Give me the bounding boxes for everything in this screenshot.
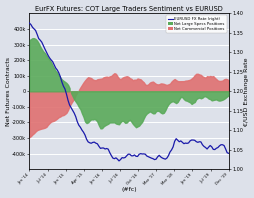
Y-axis label: €/USD Exchange Rate: €/USD Exchange Rate	[244, 57, 248, 126]
X-axis label: (#fc): (#fc)	[121, 188, 136, 192]
Title: EurFX Futures: COT Large Traders Sentiment vs EURUSD: EurFX Futures: COT Large Traders Sentime…	[35, 6, 222, 11]
Legend: EURUSD FX Rate (right), Net Large Specs Positions, Net Commercial Positions: EURUSD FX Rate (right), Net Large Specs …	[166, 15, 226, 33]
Y-axis label: Net Futures Contracts: Net Futures Contracts	[6, 57, 10, 126]
